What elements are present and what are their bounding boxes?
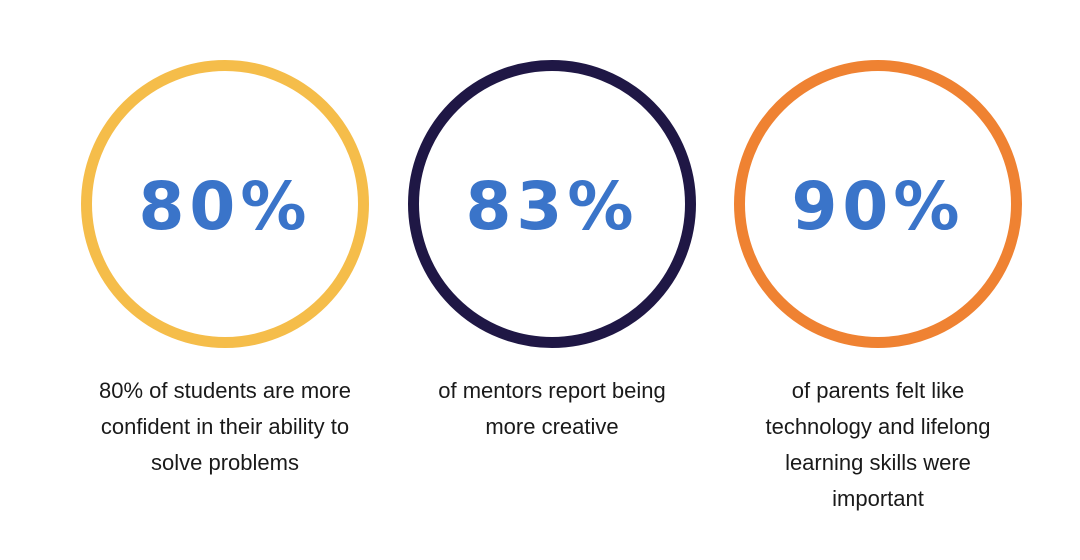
stat-card-mentors: 83% of mentors report being more creativ…: [387, 0, 717, 560]
stat-ring-students: 80%: [81, 60, 369, 348]
caption-line: more creative: [485, 414, 619, 439]
caption-line: solve problems: [151, 450, 299, 475]
stat-ring-parents: 90%: [734, 60, 1022, 348]
stat-caption-parents: of parents felt like technology and life…: [713, 373, 1043, 517]
caption-line: 80% of students are more: [99, 378, 351, 403]
caption-line: of parents felt like: [791, 378, 965, 403]
stat-card-parents: 90% of parents felt like technology and …: [713, 0, 1043, 560]
caption-line: of mentors report being: [438, 378, 666, 403]
caption-line: learning skills were: [785, 450, 971, 475]
stat-caption-mentors: of mentors report being more creative: [387, 373, 717, 445]
caption-line: important: [832, 486, 924, 511]
stat-value-mentors: 83%: [465, 167, 639, 245]
stat-value-students: 80%: [138, 167, 312, 245]
stat-card-students: 80% 80% of students are more confident i…: [60, 0, 390, 560]
stat-ring-mentors: 83%: [408, 60, 696, 348]
stat-caption-students: 80% of students are more confident in th…: [60, 373, 390, 481]
caption-line: confident in their ability to: [100, 414, 350, 439]
stat-value-parents: 90%: [791, 167, 965, 245]
caption-line: technology and lifelong: [765, 414, 991, 439]
